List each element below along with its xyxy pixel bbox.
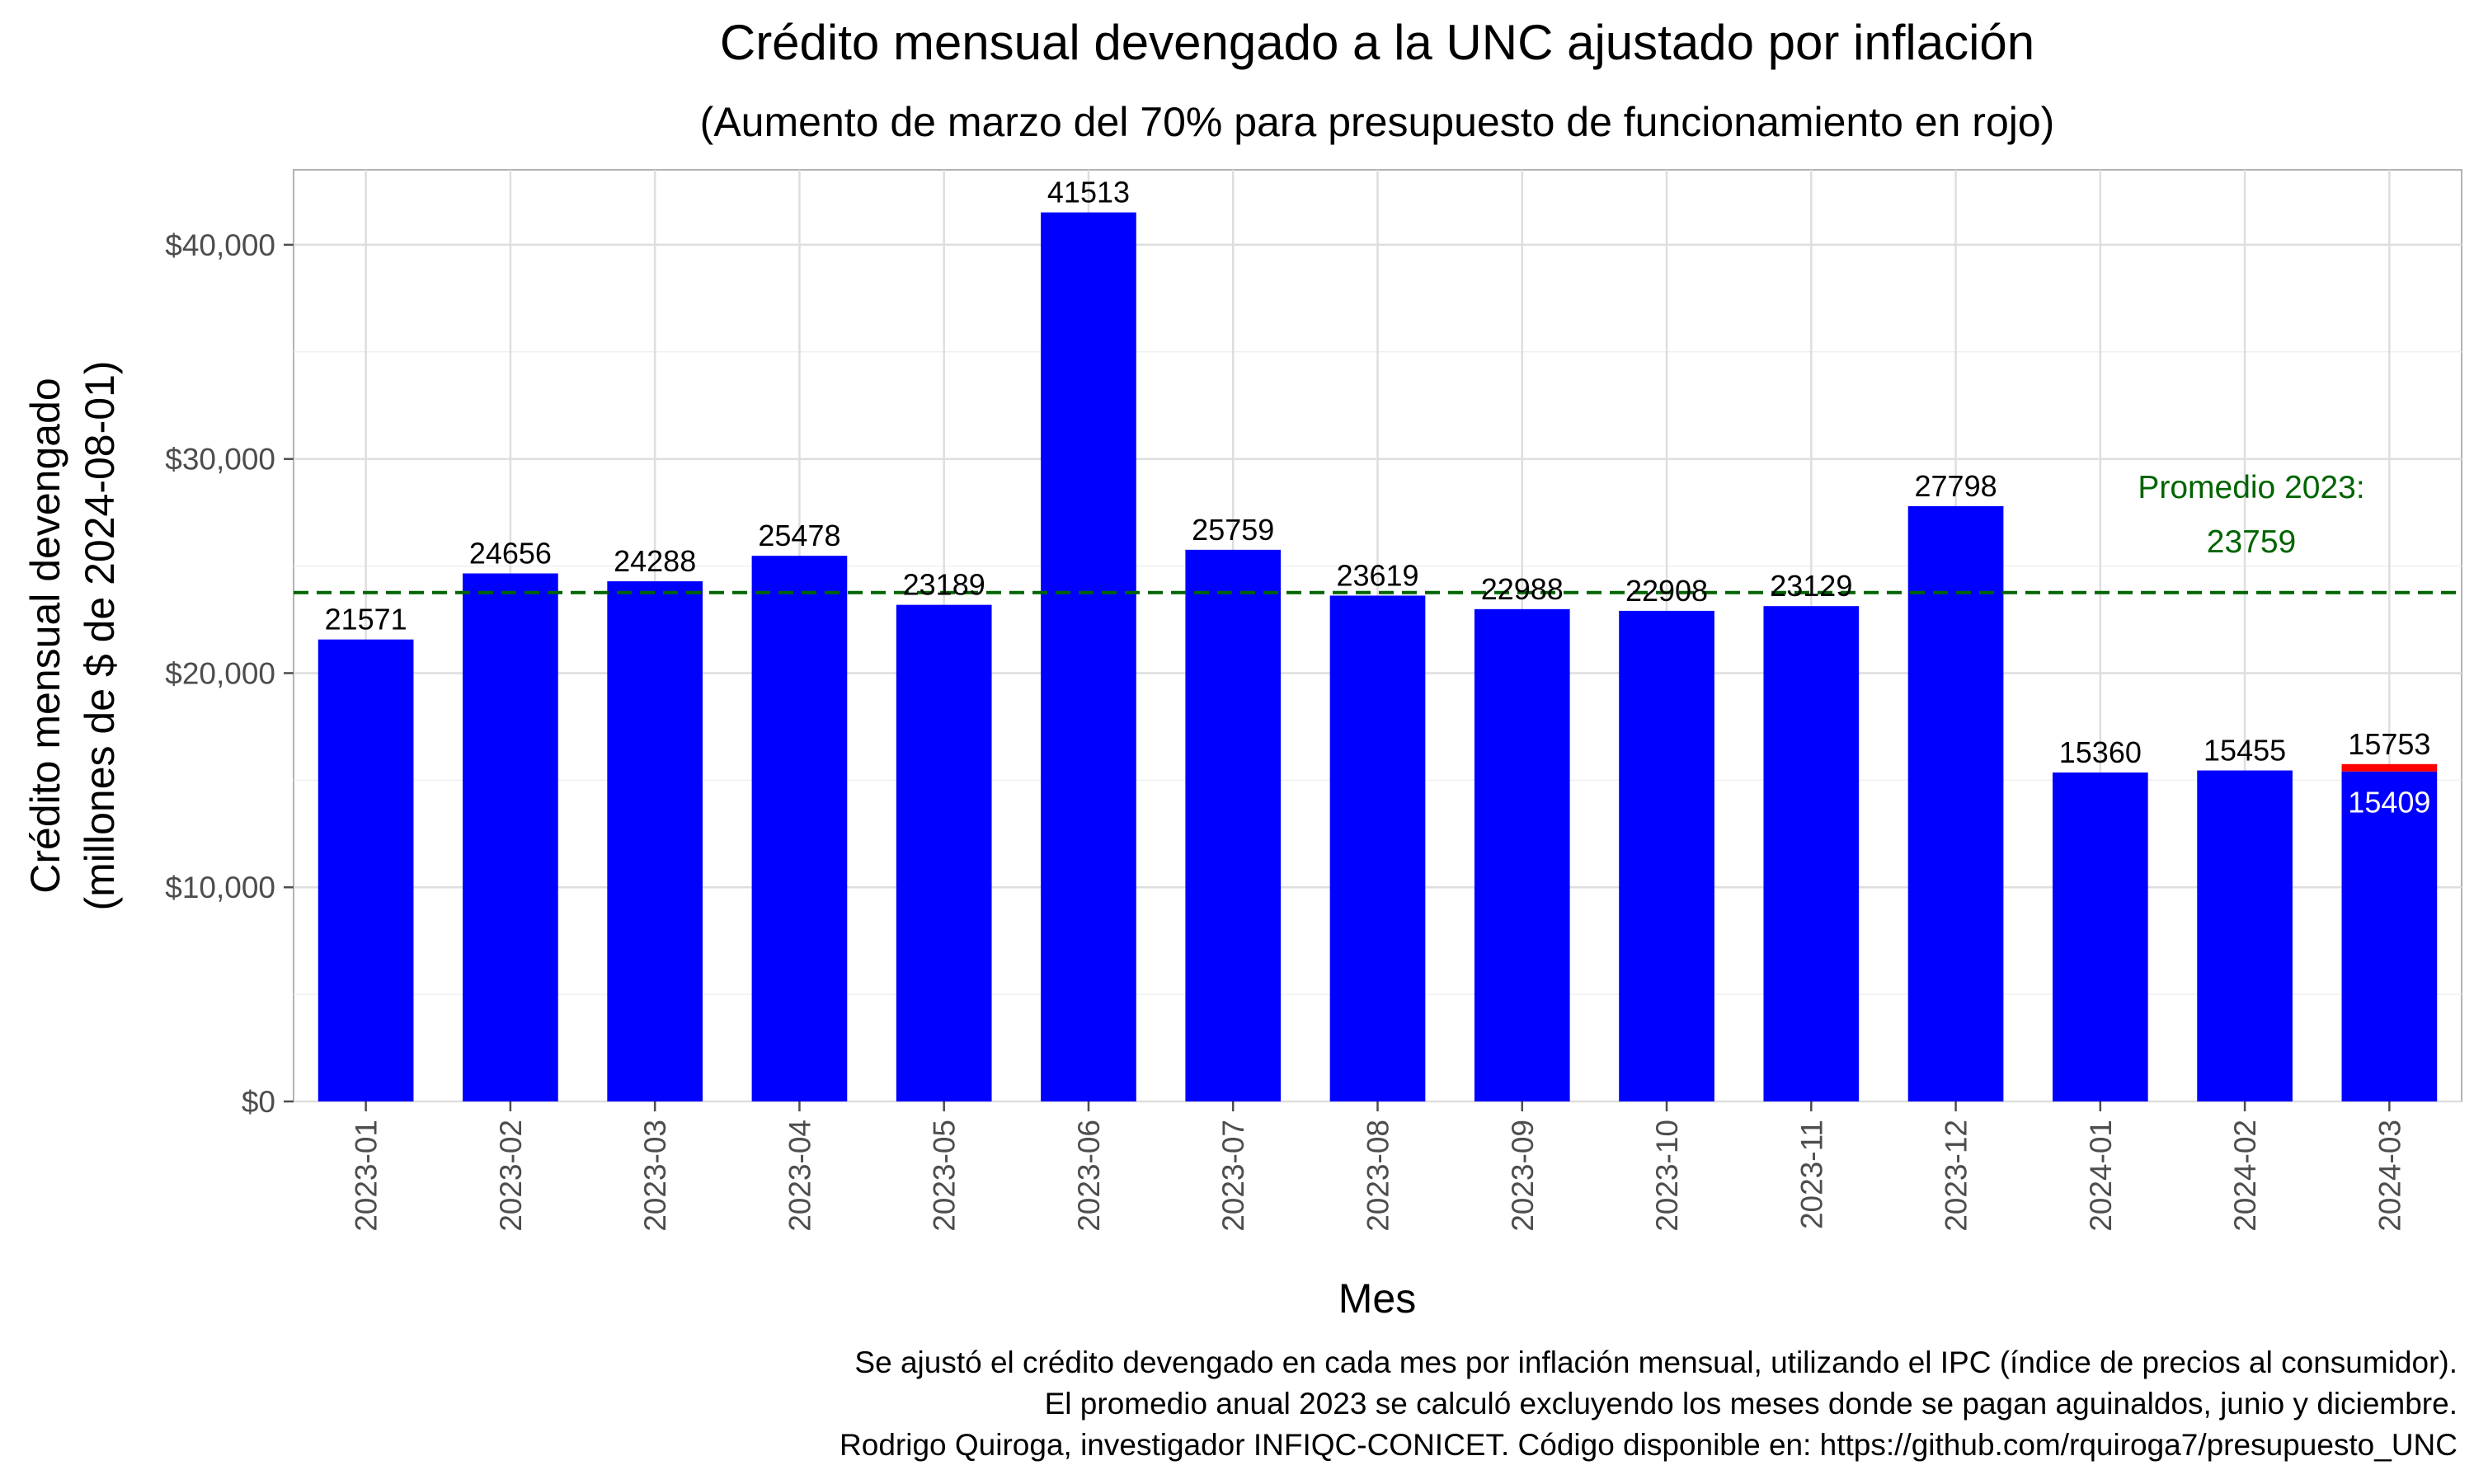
bar-label-2023-10: 22908 — [1625, 574, 1708, 608]
bar-label-2023-09: 22988 — [1481, 572, 1564, 606]
bar-2023-11 — [1763, 606, 1860, 1101]
y-tick-label: $40,000 — [165, 228, 275, 262]
x-tick-label-2023-01: 2023-01 — [350, 1120, 383, 1232]
y-axis: $0 $10,000 $20,000 $30,000 $40,000 — [165, 228, 294, 1119]
x-tick-label-2023-08: 2023-08 — [1362, 1120, 1395, 1232]
x-axis-title: Mes — [1338, 1275, 1416, 1322]
bar-2024-01 — [2052, 772, 2148, 1101]
x-tick-label-2023-05: 2023-05 — [928, 1120, 962, 1232]
bar-label-2023-05: 23189 — [903, 568, 985, 602]
bar-label-2024-01: 15360 — [2059, 735, 2142, 769]
bar-label-2023-06: 41513 — [1047, 176, 1130, 209]
bar-label-2024-02: 15455 — [2204, 734, 2286, 768]
bar-label-2023-02: 24656 — [469, 537, 552, 571]
y-axis-title-line1: Crédito mensual devengado — [22, 378, 68, 893]
x-tick-label-2023-12: 2023-12 — [1940, 1120, 1973, 1232]
bar-2024-02 — [2197, 770, 2293, 1101]
bars — [317, 212, 2438, 1101]
x-tick-label-2024-03: 2024-03 — [2373, 1120, 2406, 1232]
bar-2023-02 — [463, 573, 558, 1101]
caption-line1: Se ajustó el crédito devengado en cada m… — [854, 1345, 2458, 1379]
x-tick-label-2023-09: 2023-09 — [1506, 1120, 1540, 1232]
chart-subtitle: (Aumento de marzo del 70% para presupues… — [700, 99, 2055, 145]
bar-2023-12 — [1907, 505, 2004, 1101]
bar-2023-04 — [751, 556, 848, 1101]
x-tick-label-2023-10: 2023-10 — [1650, 1120, 1684, 1232]
bar-2023-10 — [1619, 610, 1714, 1101]
y-axis-title-line2: (millones de $ de 2024-08-01) — [77, 360, 123, 910]
bar-label-2023-04: 25478 — [758, 519, 840, 552]
y-tick-label: $10,000 — [165, 871, 275, 904]
bar-label-2024-03: 15753 — [2348, 727, 2430, 761]
bar-label-2023-08: 23619 — [1336, 558, 1418, 592]
bar-label-2023-07: 25759 — [1192, 513, 1274, 547]
bar-2023-09 — [1474, 608, 1570, 1101]
average-label-line2: 23759 — [2207, 524, 2296, 560]
bar-label-2023-01: 21571 — [325, 603, 407, 636]
value-labels: 21571 24656 24288 25478 23189 41513 25759 23619… — [325, 176, 2431, 819]
bar-2023-07 — [1185, 549, 1282, 1101]
y-tick-label: $20,000 — [165, 656, 275, 690]
bar-2023-08 — [1329, 595, 1426, 1101]
x-tick-label-2023-11: 2023-11 — [1794, 1120, 1828, 1229]
caption-line2: El promedio anual 2023 se calculó excluy… — [1045, 1387, 2458, 1421]
x-tick-label-2023-06: 2023-06 — [1072, 1120, 1106, 1232]
y-tick-label: $0 — [242, 1085, 275, 1119]
bar-2023-01 — [317, 639, 414, 1101]
x-tick-label-2024-01: 2024-01 — [2084, 1120, 2118, 1232]
x-tick-label-2024-02: 2024-02 — [2228, 1120, 2262, 1232]
x-tick-label-2023-03: 2023-03 — [638, 1120, 672, 1232]
bar-2023-05 — [896, 604, 992, 1101]
caption-line3: Rodrigo Quiroga, investigador INFIQC-CON… — [840, 1428, 2458, 1462]
bar-2024-03-increase — [2341, 763, 2438, 772]
bar-label-2023-03: 24288 — [614, 544, 696, 578]
bar-2023-03 — [607, 581, 703, 1101]
bar-label-2023-11: 23129 — [1770, 569, 1852, 603]
x-tick-label-2023-07: 2023-07 — [1216, 1120, 1250, 1232]
y-tick-label: $30,000 — [165, 443, 275, 477]
x-tick-label-2023-02: 2023-02 — [494, 1120, 528, 1232]
bar-2024-03-base — [2341, 771, 2438, 1101]
plot-panel: 21571 24656 24288 25478 23189 41513 25759 23619… — [293, 169, 2462, 1103]
bar-label-2023-12: 27798 — [1915, 469, 1997, 503]
bar-inner-label-2024-03: 15409 — [2348, 786, 2430, 819]
average-label-line1: Promedio 2023: — [2138, 470, 2364, 505]
bar-2023-06 — [1041, 212, 1136, 1101]
chart-title: Crédito mensual devengado a la UNC ajust… — [720, 15, 2034, 70]
x-tick-label-2023-04: 2023-04 — [783, 1120, 816, 1232]
x-axis: 2023-01 2023-02 2023-03 2023-04 2023-05 2023-… — [350, 1101, 2406, 1232]
